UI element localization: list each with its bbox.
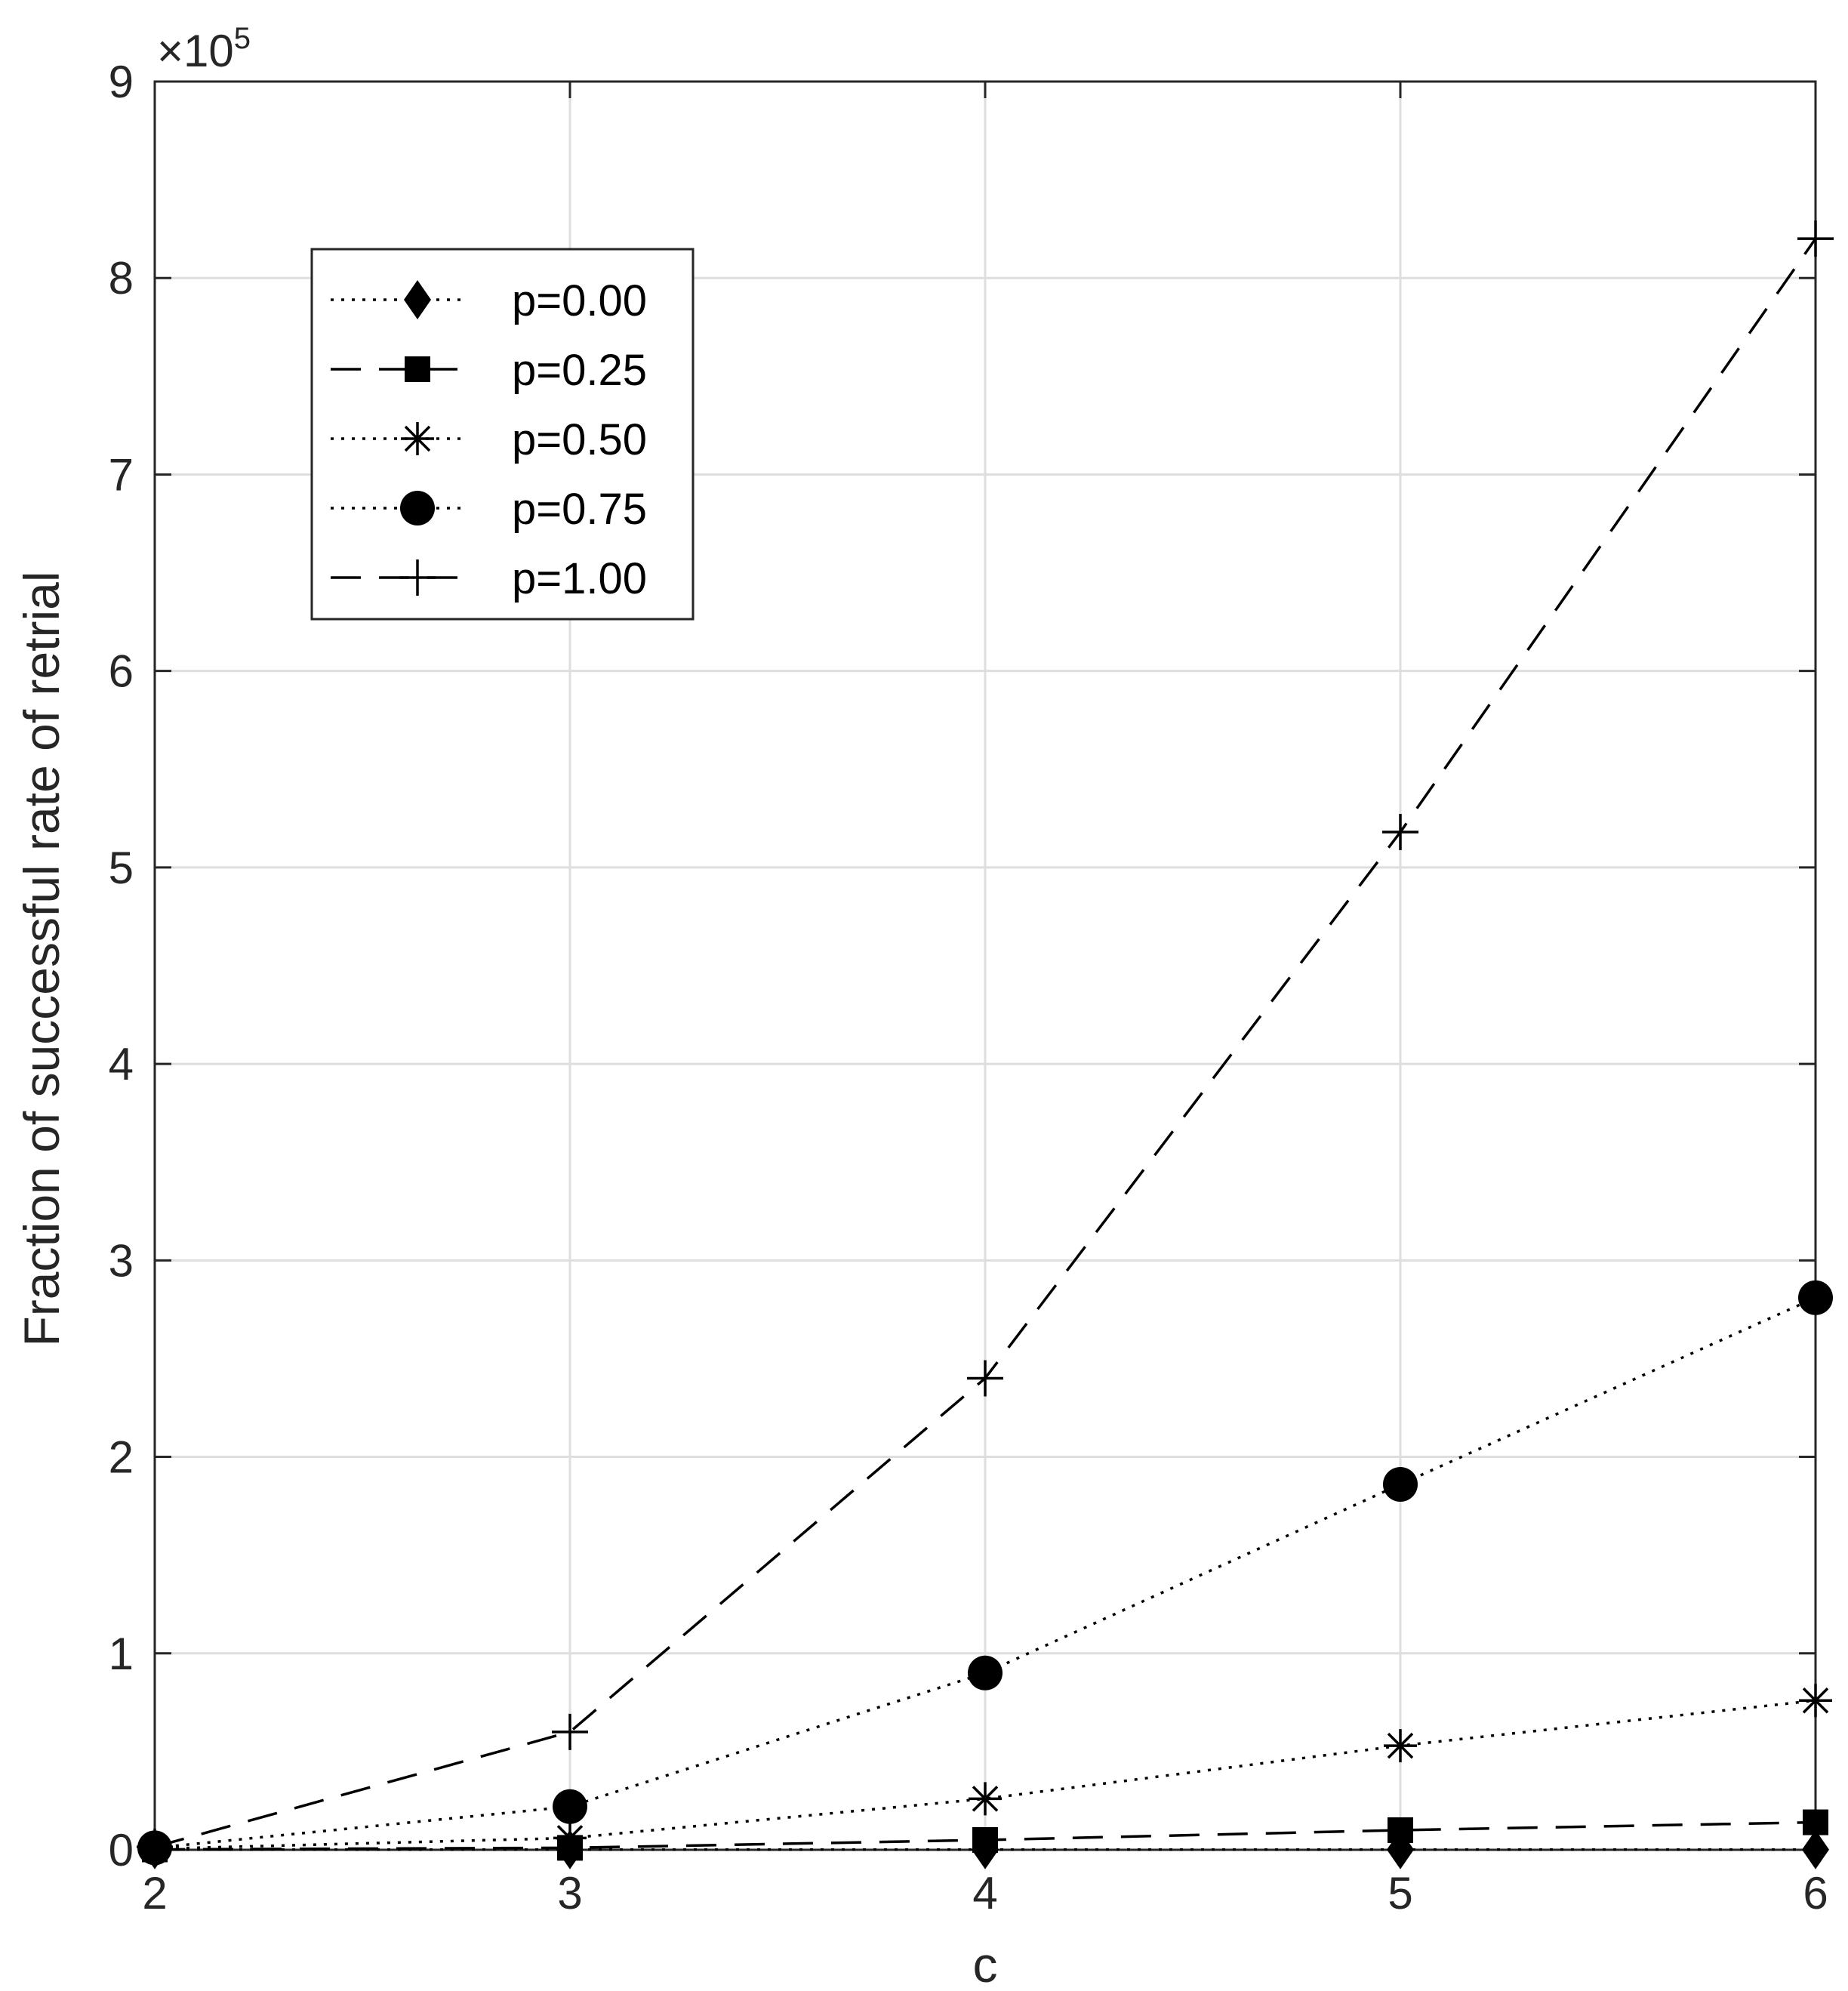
y-scale-prefix: ×10 xyxy=(157,26,234,76)
y-scale-exponent: 5 xyxy=(234,22,251,55)
series-line xyxy=(154,1699,1816,1851)
legend-marker xyxy=(400,491,435,525)
data-point-circle xyxy=(1798,1280,1833,1315)
legend-marker xyxy=(399,559,436,596)
y-tick-label: 4 xyxy=(109,1039,134,1090)
data-point-plus xyxy=(1382,814,1418,851)
x-tick-label: 3 xyxy=(557,1868,582,1919)
data-point-square xyxy=(1803,1809,1828,1835)
y-tick-label: 6 xyxy=(109,646,134,697)
data-point-plus xyxy=(137,1829,173,1866)
series-layer xyxy=(137,220,1834,1869)
x-tick-label: 6 xyxy=(1803,1868,1828,1919)
x-axis-label: c xyxy=(973,1937,998,1991)
y-tick-label: 9 xyxy=(109,57,134,107)
y-tick-label: 2 xyxy=(109,1432,134,1483)
legend-marker xyxy=(401,422,434,455)
legend-entry: p=1.00 xyxy=(331,554,647,603)
data-point-plus xyxy=(552,1713,588,1750)
data-point-circle xyxy=(553,1789,587,1824)
legend-label: p=0.00 xyxy=(512,276,647,325)
series-p=0.75 xyxy=(137,1280,1833,1866)
y-tick-label: 5 xyxy=(109,843,134,893)
legend-marker xyxy=(404,280,431,319)
data-point-square xyxy=(1388,1817,1413,1843)
y-tick-label: 3 xyxy=(109,1235,134,1286)
data-point-diamond xyxy=(1802,1829,1829,1869)
legend-entry: p=0.25 xyxy=(331,346,647,395)
data-point-asterisk xyxy=(1384,1729,1417,1763)
x-tick-label: 2 xyxy=(142,1868,167,1919)
legend-marker xyxy=(405,356,430,382)
legend-label: p=1.00 xyxy=(512,554,647,603)
legend-entry: p=0.50 xyxy=(331,415,647,464)
legend-box xyxy=(310,248,695,621)
data-point-plus xyxy=(967,1360,1003,1397)
x-tick-label: 4 xyxy=(972,1868,997,1919)
legend: p=0.00 p=0.25 p=0.50 p=0.75 p=1.00 xyxy=(310,248,695,621)
legend-label: p=0.75 xyxy=(512,485,647,534)
labels: ×105 c Fraction of successful rate of re… xyxy=(14,22,998,1991)
y-axis-label: Fraction of successful rate of retrial xyxy=(14,571,69,1346)
legend-label: p=0.50 xyxy=(512,415,647,464)
y-tick-label: 0 xyxy=(109,1825,134,1875)
series-p=1.00 xyxy=(137,220,1834,1866)
legend-entry: p=0.00 xyxy=(331,276,647,325)
data-point-asterisk xyxy=(1799,1684,1832,1718)
data-point-circle xyxy=(1383,1466,1418,1502)
legend-label: p=0.25 xyxy=(512,346,647,395)
y-tick-label: 1 xyxy=(109,1629,134,1679)
data-point-asterisk xyxy=(553,1821,587,1855)
y-tick-label: 8 xyxy=(109,253,134,304)
data-point-asterisk xyxy=(969,1782,1002,1816)
data-point-plus xyxy=(1797,220,1834,257)
legend-entry: p=0.75 xyxy=(331,485,647,534)
y-scale-factor: ×105 xyxy=(157,22,251,76)
axes: 2 3 4 5 6 0 1 2 3 4 5 6 7 8 9 xyxy=(109,57,1828,1919)
data-point-square xyxy=(972,1826,998,1853)
data-point-circle xyxy=(968,1655,1003,1691)
series-line xyxy=(154,1296,1816,1850)
x-tick-label: 5 xyxy=(1388,1868,1412,1919)
y-tick-label: 7 xyxy=(109,449,134,500)
